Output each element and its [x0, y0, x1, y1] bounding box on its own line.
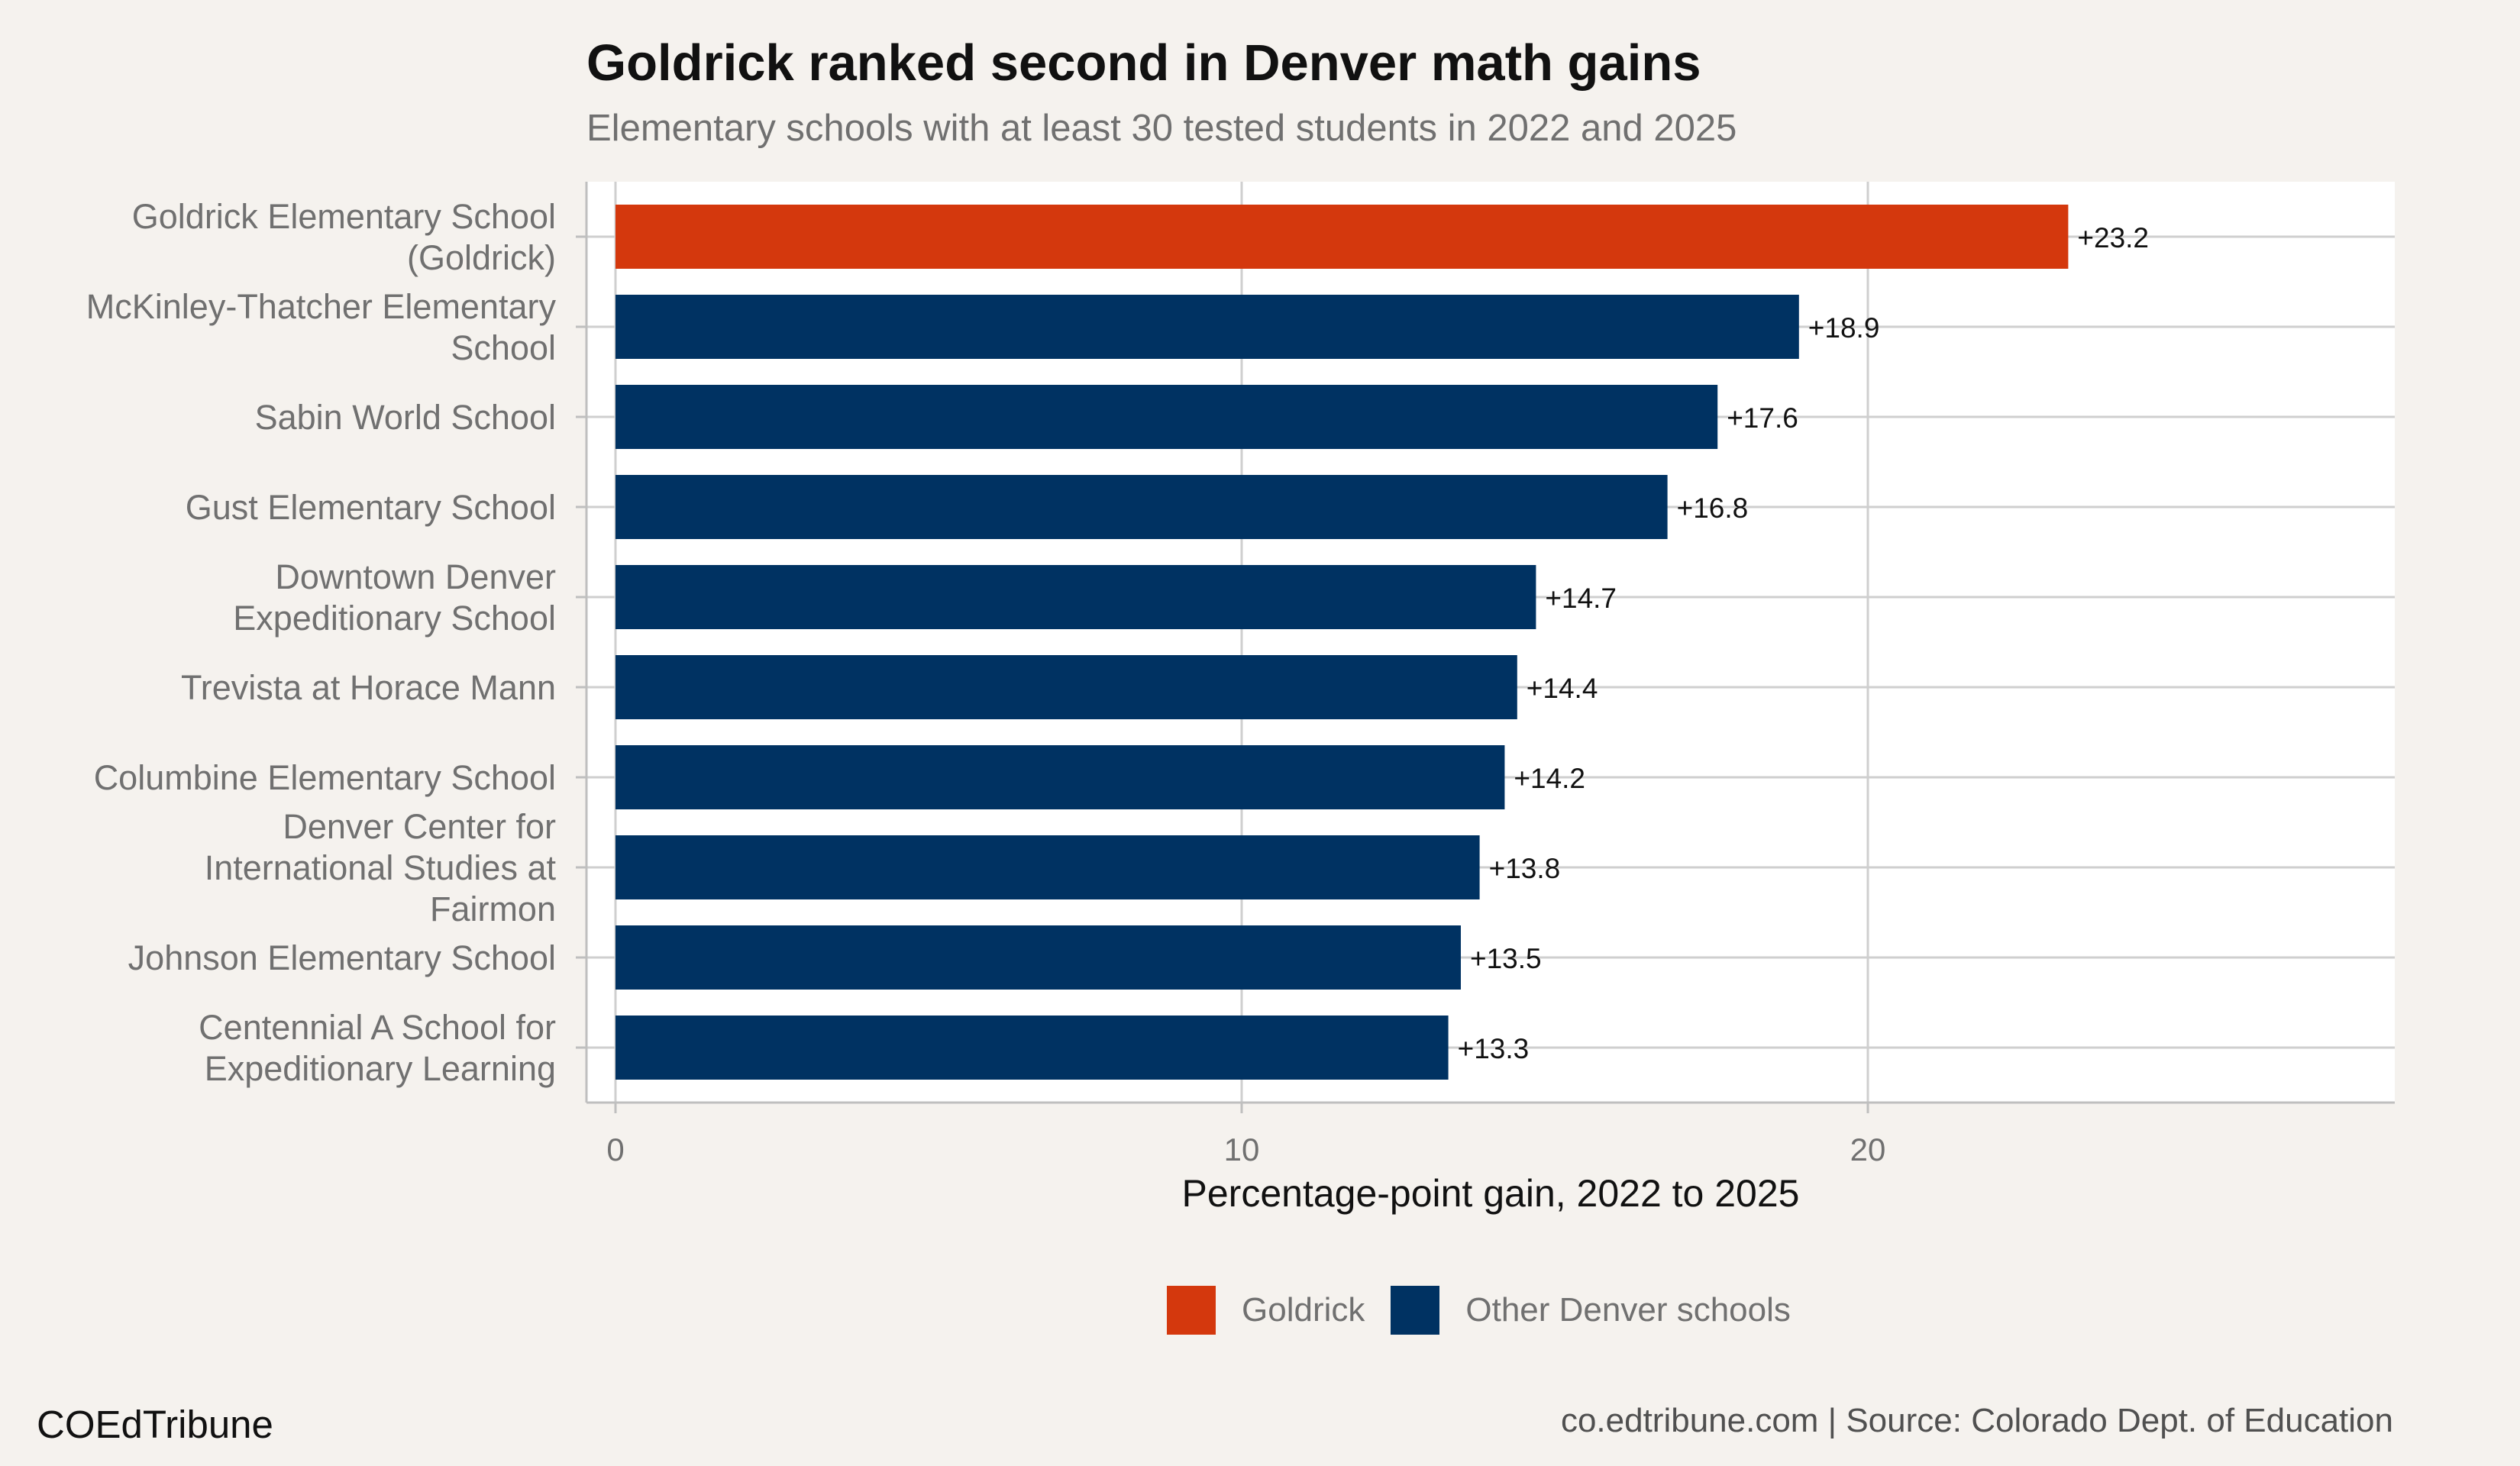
legend-swatch-goldrick — [1167, 1286, 1216, 1335]
category-label: Fairmon — [430, 890, 556, 928]
category-label: Centennial A School for — [199, 1008, 556, 1047]
category-label: Trevista at Horace Mann — [181, 668, 556, 707]
category-label: McKinley-Thatcher Elementary — [86, 287, 557, 326]
legend-item-other: Other Denver schools — [1391, 1286, 1791, 1335]
category-label: International Studies at — [205, 848, 557, 887]
bar — [615, 925, 1461, 990]
category-label: Johnson Elementary School — [128, 938, 556, 977]
bar — [615, 205, 2069, 269]
chart-subtitle: Elementary schools with at least 30 test… — [586, 108, 1737, 149]
category-label: Columbine Elementary School — [94, 758, 556, 797]
legend: Goldrick Other Denver schools — [1167, 1286, 1817, 1335]
legend-swatch-other — [1391, 1286, 1440, 1335]
category-label: School — [451, 328, 556, 367]
x-tick-label: 20 — [1850, 1132, 1886, 1167]
category-label: Downtown Denver — [275, 557, 556, 596]
value-label: +17.6 — [1727, 402, 1798, 434]
value-label: +16.8 — [1677, 492, 1749, 524]
chart-title: Goldrick ranked second in Denver math ga… — [586, 34, 1701, 92]
legend-label-other: Other Denver schools — [1465, 1291, 1791, 1329]
bar — [615, 1016, 1449, 1080]
category-label: Goldrick Elementary School — [132, 197, 556, 236]
x-tick-label: 0 — [606, 1132, 624, 1167]
x-tick-label: 10 — [1224, 1132, 1260, 1167]
bar — [615, 295, 1799, 359]
value-label: +14.4 — [1527, 673, 1598, 704]
bar — [615, 565, 1536, 629]
bar — [615, 745, 1505, 809]
value-label: +13.5 — [1470, 943, 1542, 974]
category-label: (Goldrick) — [407, 238, 556, 277]
value-label: +18.9 — [1808, 312, 1880, 344]
category-label: Expeditionary Learning — [205, 1049, 556, 1088]
value-label: +14.7 — [1545, 583, 1617, 614]
category-label: Expeditionary School — [233, 599, 556, 638]
bar — [615, 475, 1668, 539]
category-label: Denver Center for — [283, 807, 556, 846]
value-label: +23.2 — [2077, 222, 2149, 253]
legend-item-goldrick: Goldrick — [1167, 1286, 1365, 1335]
bar — [615, 655, 1517, 719]
brand-logo-text: COEdTribune — [37, 1403, 273, 1446]
x-axis-title: Percentage-point gain, 2022 to 2025 — [1182, 1172, 1800, 1215]
bar — [615, 835, 1480, 899]
value-label: +14.2 — [1514, 763, 1585, 794]
bar — [615, 385, 1718, 449]
category-label: Gust Elementary School — [186, 488, 556, 527]
legend-label-goldrick: Goldrick — [1242, 1291, 1365, 1329]
source-note: co.edtribune.com | Source: Colorado Dept… — [1560, 1402, 2393, 1439]
value-label: +13.8 — [1489, 853, 1561, 884]
value-label: +13.3 — [1458, 1033, 1530, 1064]
category-label: Sabin World School — [255, 398, 556, 437]
